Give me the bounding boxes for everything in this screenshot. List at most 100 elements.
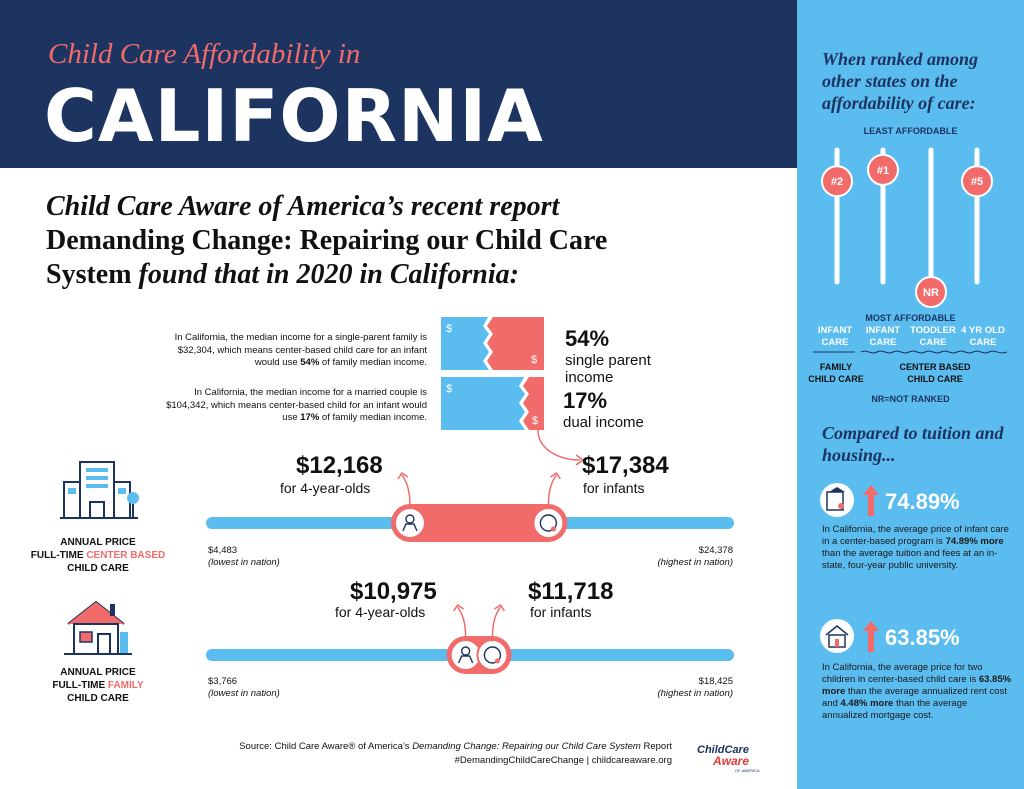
- group-family: FAMILY CHILD CARE: [801, 361, 871, 385]
- single-income-label-1: single parent: [565, 352, 651, 369]
- rank-label-4: #5: [971, 176, 983, 188]
- tuition-text: In California, the average price of infa…: [822, 524, 1012, 572]
- group-center-line2: CHILD CARE: [907, 374, 963, 384]
- family-cat-line3: CHILD CARE: [67, 693, 129, 704]
- intro-line-3-bold: System: [46, 259, 132, 290]
- building-icon: [60, 461, 139, 519]
- source-line1-a: Source: Child Care Aware® of America’s: [239, 741, 413, 752]
- col-center-4yr: 4 YR OLD CARE: [955, 325, 1011, 349]
- single-dollar-left: $: [446, 323, 452, 335]
- rank-label-1: #2: [831, 176, 843, 188]
- not-ranked-note: NR=NOT RANKED: [871, 394, 950, 404]
- rank-marker-4: [961, 165, 993, 198]
- center-price-range: [206, 471, 734, 542]
- grad-cap-icon: [829, 487, 845, 492]
- source-hashtag-url[interactable]: #DemandingChildCareChange | childcareawa…: [454, 755, 672, 766]
- intro-line-1: Child Care Aware of America’s recent rep…: [46, 191, 560, 222]
- single-income-text-a: In California, the median income for a s…: [174, 332, 427, 368]
- dual-income-label: dual income: [563, 414, 644, 431]
- rank-label-2: #1: [877, 165, 889, 177]
- single-income-blue-part: [441, 317, 489, 370]
- center-infant-label: for infants: [583, 480, 645, 496]
- housing-text-d: 4.48% more: [840, 698, 894, 709]
- col-3-line1: TODDLER: [910, 325, 956, 336]
- center-cat-line3: CHILD CARE: [67, 563, 129, 574]
- logo-line3: OF AMERICA: [735, 768, 760, 773]
- center-infant-arrow-line: [547, 471, 562, 507]
- group-family-line1: FAMILY: [819, 362, 853, 372]
- pacifier-icon: [550, 526, 556, 532]
- single-income-percent: 54%: [565, 326, 610, 351]
- comparison-title: Compared to tuition and housing...: [822, 423, 1004, 465]
- single-income-text: In California, the median income for a s…: [165, 332, 427, 370]
- family-cat-line2a: FULL-TIME: [52, 680, 108, 691]
- center-cat-line2a: FULL-TIME: [30, 550, 87, 561]
- rank-marker-1: [821, 165, 853, 198]
- col-1-line1: INFANT: [817, 325, 853, 336]
- center-infant-price: $17,384: [582, 452, 669, 479]
- center-4yr-arrow-line: [397, 471, 411, 507]
- least-affordable-label: LEAST AFFORDABLE: [863, 126, 958, 136]
- col-2-line2: CARE: [869, 337, 897, 348]
- child-head-icon: [405, 514, 415, 524]
- dual-income-blue-part: [441, 377, 525, 430]
- single-income-label: single parent income: [565, 352, 651, 386]
- center-max-value: $24,378: [698, 545, 733, 556]
- tuition-text-a: In California, the average price of infa…: [822, 524, 1009, 547]
- family-max: $18,425 (highest in nation): [620, 676, 733, 700]
- col-4-line2: CARE: [969, 337, 997, 348]
- col-2-line1: INFANT: [865, 325, 901, 336]
- family-max-value: $18,425: [698, 676, 733, 687]
- center-max: $24,378 (highest in nation): [620, 545, 733, 569]
- col-1-line2: CARE: [821, 337, 849, 348]
- house-icon: [64, 600, 132, 655]
- center-4yr-price: $12,168: [296, 452, 383, 479]
- group-braces: [813, 350, 1008, 354]
- center-infant-marker-ring: [532, 507, 565, 539]
- family-4yr-arrow: [453, 603, 467, 639]
- col-4-line1: 4 YR OLD: [961, 325, 1005, 336]
- pacifier-icon: [494, 658, 500, 664]
- page-title: CALIFORNIA: [44, 74, 544, 158]
- family-4yr-marker: [449, 639, 482, 671]
- family-infant-arrow-line: [491, 603, 506, 639]
- group-family-line2: CHILD CARE: [808, 374, 864, 384]
- family-cat-line1: ANNUAL PRICE: [60, 667, 136, 678]
- family-cat-line2b: FAMILY: [107, 680, 144, 691]
- family-infant-label: for infants: [530, 604, 592, 620]
- dual-income-bar: $ $: [441, 377, 544, 430]
- dual-income-text-b: of family median income.: [319, 412, 427, 423]
- col-3-line2: CARE: [919, 337, 947, 348]
- center-infant-marker: [532, 507, 565, 539]
- family-max-note: (highest in nation): [657, 688, 733, 699]
- dual-income-text-pct: 17%: [300, 412, 320, 423]
- intro-line-3-italic: found that in 2020 in California:: [131, 259, 519, 290]
- center-cat-line1: ANNUAL PRICE: [60, 537, 136, 548]
- dual-income-text-a: In California, the median income for a m…: [166, 387, 427, 423]
- source-note: Source: Child Care Aware® of America’s D…: [190, 740, 672, 768]
- family-infant-price: $11,718: [528, 578, 614, 605]
- center-cat-line2b: CENTER BASED: [86, 550, 166, 561]
- tuition-graphic: [820, 483, 879, 517]
- child-body-icon: [402, 523, 418, 532]
- center-infant-arrow: [547, 471, 562, 507]
- family-infant-arrow: [491, 603, 506, 639]
- center-max-note: (highest in nation): [657, 557, 733, 568]
- dual-income-text: In California, the median income for a m…: [165, 387, 427, 425]
- housing-text: In California, the average price for two…: [822, 662, 1012, 722]
- single-income-bar: $ $: [441, 317, 544, 370]
- dual-dollar-right: $: [532, 415, 538, 427]
- housing-percent: 63.85%: [885, 625, 960, 650]
- housing-text-c: than the average annualized rent cost an…: [822, 686, 1007, 709]
- tuition-percent: 74.89%: [885, 489, 960, 514]
- child-head-icon: [460, 646, 471, 656]
- single-income-coral-part: [487, 317, 544, 370]
- single-income-text-b: of family median income.: [319, 357, 427, 368]
- header-subtitle: Child Care Affordability in: [48, 38, 361, 70]
- family-4yr-arrow-line: [453, 603, 467, 639]
- housing-text-a: In California, the average price for two…: [822, 662, 983, 685]
- center-range-fill: [390, 504, 568, 542]
- center-4yr-marker: [393, 507, 426, 539]
- col-family-infant: INFANT CARE: [807, 325, 863, 349]
- dual-dollar-left: $: [446, 383, 452, 395]
